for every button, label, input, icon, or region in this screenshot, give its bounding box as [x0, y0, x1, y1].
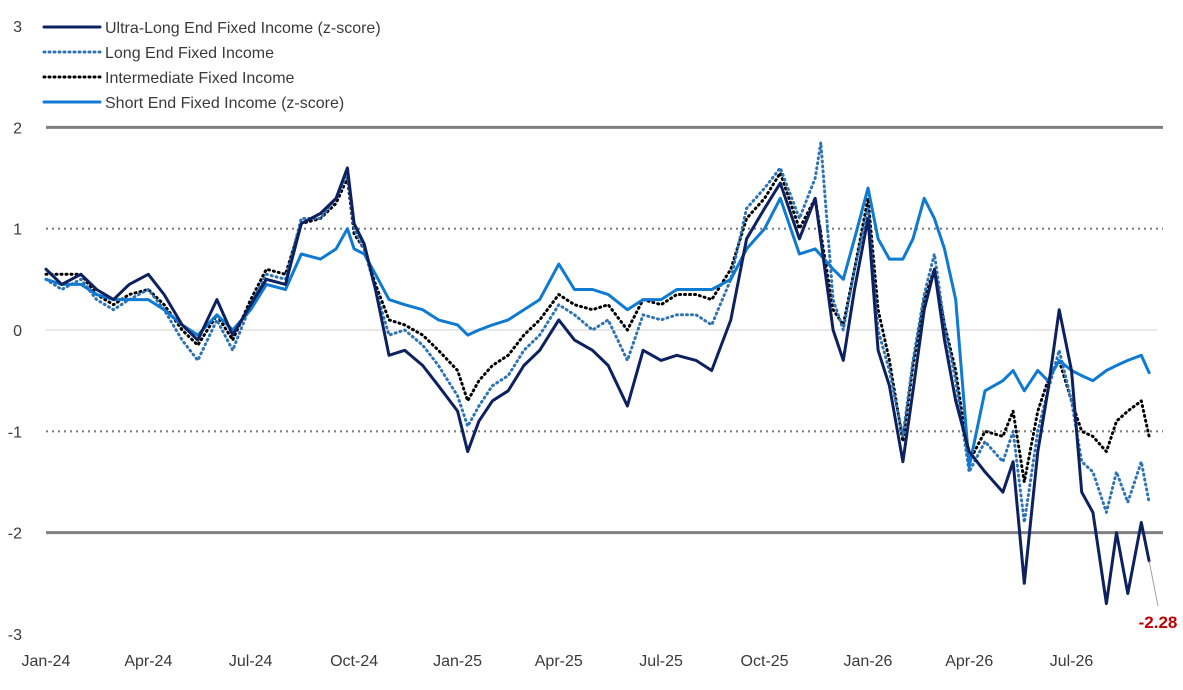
x-tick-label: Jul-25 — [639, 653, 683, 670]
y-axis-ticks: 3 2 1 0 -1 -2 -3 — [8, 19, 22, 644]
y-tick-label: 0 — [13, 323, 22, 340]
x-tick-label: Jan-25 — [433, 653, 482, 670]
x-tick-label: Jan-26 — [844, 653, 893, 670]
x-tick-label: Apr-25 — [535, 653, 583, 670]
series-line-ultra-long — [44, 166, 1151, 606]
x-tick-label: Jan-24 — [22, 653, 71, 670]
x-tick-label: Oct-24 — [330, 653, 378, 670]
y-tick-label: -1 — [8, 424, 22, 441]
x-tick-label: Jul-24 — [229, 653, 273, 670]
x-tick-label: Apr-24 — [124, 653, 172, 670]
y-tick-label: 1 — [13, 222, 22, 239]
series-line-short-end — [44, 186, 1151, 469]
legend: Ultra-Long End Fixed Income (z-score) Lon… — [42, 20, 381, 112]
series-line-long-end — [44, 141, 1151, 524]
x-tick-label: Apr-26 — [945, 653, 993, 670]
y-tick-label: 3 — [13, 19, 22, 36]
legend-label-short-end: Short End Fixed Income (z-score) — [105, 95, 344, 112]
series-lines — [44, 141, 1151, 606]
reference-lines — [46, 125, 1163, 535]
y-tick-label: 2 — [13, 120, 22, 137]
annotation-leader-line — [1148, 560, 1159, 607]
legend-label-intermediate: Intermediate Fixed Income — [105, 70, 295, 87]
legend-label-ultra-long: Ultra-Long End Fixed Income (z-score) — [105, 20, 381, 37]
annotations: -2.28 — [1139, 560, 1178, 632]
annotation-label: -2.28 — [1139, 613, 1178, 632]
x-tick-label: Oct-25 — [741, 653, 789, 670]
legend-label-long-end: Long End Fixed Income — [105, 45, 274, 62]
y-tick-label: -3 — [8, 627, 22, 644]
y-tick-label: -2 — [8, 526, 22, 543]
x-axis-ticks: Jan-24 Apr-24 Jul-24 Oct-24 Jan-25 Apr-25 Jul-… — [22, 653, 1094, 670]
x-tick-label: Jul-26 — [1050, 653, 1094, 670]
